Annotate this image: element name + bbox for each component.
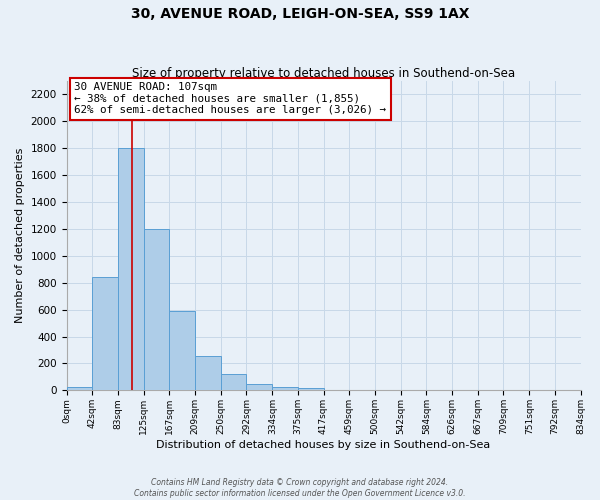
Y-axis label: Number of detached properties: Number of detached properties	[15, 148, 25, 323]
Title: Size of property relative to detached houses in Southend-on-Sea: Size of property relative to detached ho…	[132, 66, 515, 80]
Text: 30, AVENUE ROAD, LEIGH-ON-SEA, SS9 1AX: 30, AVENUE ROAD, LEIGH-ON-SEA, SS9 1AX	[131, 8, 469, 22]
Bar	[118, 148, 143, 390]
X-axis label: Distribution of detached houses by size in Southend-on-Sea: Distribution of detached houses by size …	[157, 440, 491, 450]
Bar	[298, 388, 323, 390]
Bar	[272, 387, 298, 390]
Bar	[169, 311, 196, 390]
Bar	[247, 384, 272, 390]
Bar	[221, 374, 247, 390]
Bar	[67, 387, 92, 390]
Bar	[143, 229, 169, 390]
Bar	[92, 278, 118, 390]
Text: 30 AVENUE ROAD: 107sqm
← 38% of detached houses are smaller (1,855)
62% of semi-: 30 AVENUE ROAD: 107sqm ← 38% of detached…	[74, 82, 386, 116]
Bar	[196, 356, 221, 390]
Text: Contains HM Land Registry data © Crown copyright and database right 2024.
Contai: Contains HM Land Registry data © Crown c…	[134, 478, 466, 498]
